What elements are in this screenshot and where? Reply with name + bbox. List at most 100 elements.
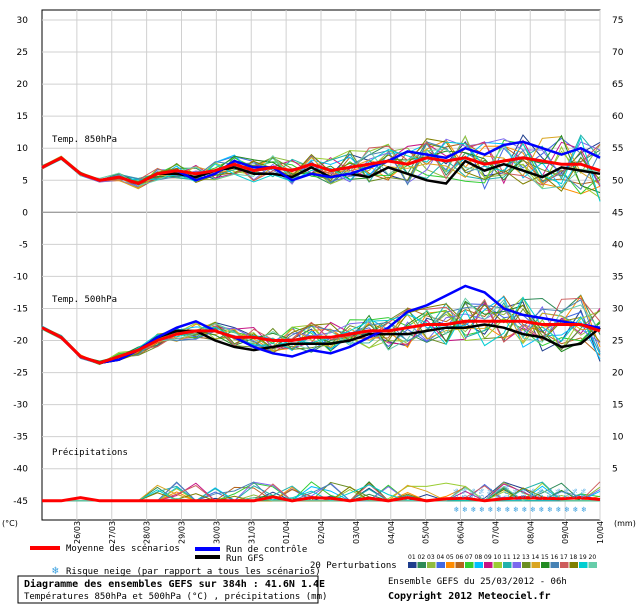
y-right-tick: 55 xyxy=(612,144,623,154)
perturbation-id: 14 xyxy=(532,554,540,561)
snow-percent-label: 5% xyxy=(462,488,469,498)
y-left-tick: -5 xyxy=(19,240,28,250)
y-left-tick: -35 xyxy=(13,433,28,443)
snow-percent-label: 5% xyxy=(453,488,460,498)
y-right-tick: 5 xyxy=(612,465,618,475)
y-left-tick: -15 xyxy=(13,304,28,314)
snowflake-icon: ❄ xyxy=(505,505,510,514)
axes: 302520151050-5-10-15-20-25-30-35-40-4575… xyxy=(13,16,623,544)
x-tick-label: 28/03 xyxy=(143,521,152,544)
run-info: Ensemble GEFS du 25/03/2012 - 06h xyxy=(388,577,567,587)
y-left-tick: -20 xyxy=(13,337,28,347)
x-tick-label: 04/04 xyxy=(387,521,396,544)
perturbation-id: 09 xyxy=(484,554,492,561)
snowflake-icon: ❄ xyxy=(454,505,459,514)
x-tick-label: 31/03 xyxy=(247,521,256,544)
perturbation-swatch xyxy=(417,562,426,568)
snowflake-icon: ❄ xyxy=(514,505,519,514)
y-left-tick: -10 xyxy=(13,272,28,282)
legend-perturbations: 20 Perturbations xyxy=(310,561,397,571)
perturbation-swatch xyxy=(474,562,483,568)
x-tick-label: 07/04 xyxy=(491,521,500,544)
snowflake-icon: ❄ xyxy=(522,505,527,514)
y-right-tick: 30 xyxy=(612,304,624,314)
left-unit: (°C) xyxy=(2,519,18,528)
series-500-mean xyxy=(41,319,601,365)
y-left-tick: 20 xyxy=(17,80,29,90)
y-left-tick: -45 xyxy=(13,497,28,507)
perturbation-swatch xyxy=(484,562,493,568)
snow-percent-label: 5% xyxy=(572,488,579,498)
snow-percent-label: 5% xyxy=(581,488,588,498)
label-500: Temp. 500hPa xyxy=(52,295,117,305)
perturbation-swatch xyxy=(531,562,540,568)
snowflake-icon: ❄ xyxy=(565,505,570,514)
series-precip-mean xyxy=(42,495,601,503)
perturbation-swatch xyxy=(446,562,455,568)
grid xyxy=(41,9,601,521)
snow-percent-label: 5% xyxy=(479,488,486,498)
main-lines xyxy=(41,140,601,503)
x-tick-label: 06/04 xyxy=(457,521,466,544)
perturbation-swatch xyxy=(522,562,531,568)
y-left-tick: 30 xyxy=(17,16,29,26)
snowflake-icon: ❄ xyxy=(573,505,578,514)
perturbation-swatch xyxy=(503,562,512,568)
perturbation-swatch xyxy=(493,562,502,568)
y-right-tick: 45 xyxy=(612,208,623,218)
perturbation-id: 01 xyxy=(408,554,416,561)
perturbation-swatch xyxy=(465,562,474,568)
snowflake-icon: ❄ xyxy=(531,505,536,514)
perturbation-swatch xyxy=(541,562,550,568)
x-tick-label: 10/04 xyxy=(596,521,605,544)
snow-percent-label: 5% xyxy=(496,488,503,498)
perturbation-500-line xyxy=(41,294,601,365)
x-tick-label: 27/03 xyxy=(108,521,117,544)
snowflake-icon: ❄ xyxy=(497,505,502,514)
snowflake-icon: ❄ xyxy=(539,505,544,514)
perturbation-swatch xyxy=(408,562,417,568)
perturbation-swatch xyxy=(550,562,559,568)
snowflake-icon: ❄ xyxy=(548,505,553,514)
y-right-tick: 20 xyxy=(612,369,624,379)
y-right-tick: 50 xyxy=(612,176,624,186)
snow-percent-label: 5% xyxy=(470,488,477,498)
perturbation-id: 17 xyxy=(560,554,568,561)
perturbation-swatch xyxy=(588,562,597,568)
x-tick-label: 05/04 xyxy=(422,521,431,544)
snowflake-icon: ❄ xyxy=(480,505,485,514)
x-tick-label: 03/04 xyxy=(352,521,361,544)
y-right-tick: 15 xyxy=(612,401,623,411)
legend-mean: Moyenne des scénarios xyxy=(66,543,180,554)
y-right-tick: 35 xyxy=(612,272,623,282)
snowflake-icon: ❄ xyxy=(556,505,561,514)
y-right-tick: 25 xyxy=(612,337,623,347)
perturbation-id: 16 xyxy=(551,554,559,561)
perturbation-id: 18 xyxy=(570,554,578,561)
legend-gfs: Run GFS xyxy=(226,554,264,564)
perturbation-id: 10 xyxy=(494,554,502,561)
snow-percent-label: 5% xyxy=(513,488,520,498)
y-right-tick: 10 xyxy=(612,433,624,443)
x-tick-label: 29/03 xyxy=(178,521,187,544)
perturbation-swatch xyxy=(427,562,436,568)
perturbation-swatch xyxy=(512,562,521,568)
perturbation-id: 04 xyxy=(437,554,445,561)
perturbation-id: 07 xyxy=(465,554,473,561)
perturbation-swatch xyxy=(436,562,445,568)
snowflake-icon: ❄ xyxy=(488,505,493,514)
perturbation-swatch xyxy=(579,562,588,568)
label-850: Temp. 850hPa xyxy=(52,135,117,145)
perturbation-id: 13 xyxy=(522,554,530,561)
perturbation-500-line xyxy=(41,303,601,365)
series-850-mean xyxy=(41,156,601,186)
perturbation-id: 19 xyxy=(579,554,587,561)
y-right-tick: 70 xyxy=(612,48,624,58)
y-left-tick: 25 xyxy=(17,48,28,58)
snowflake-icon: ❄ xyxy=(463,505,468,514)
snow-percent-label: 5% xyxy=(530,488,537,498)
perturbation-id: 02 xyxy=(418,554,426,561)
legend: Moyenne des scénarios Run de contrôle Ru… xyxy=(30,543,597,577)
perturbation-id: 03 xyxy=(427,554,435,561)
